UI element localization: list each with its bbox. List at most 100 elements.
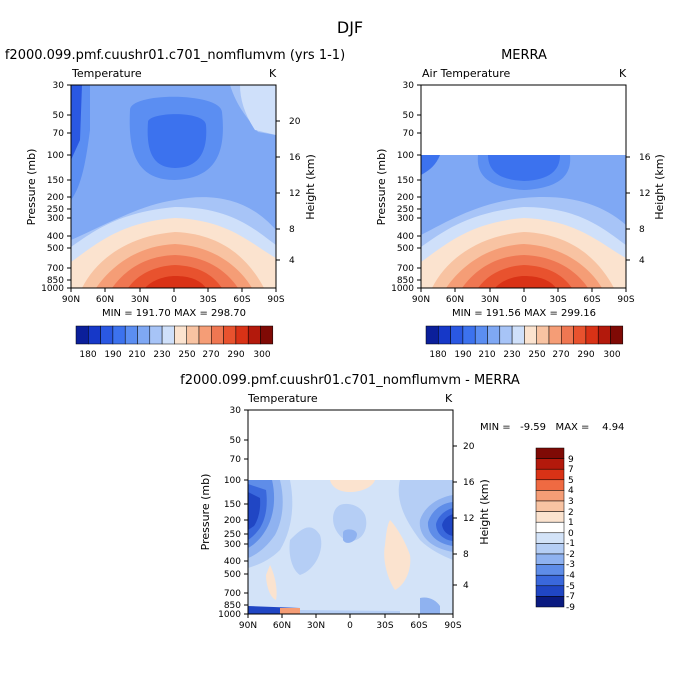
colorbar-label: 180: [429, 350, 446, 360]
xtick-label: 90S: [444, 621, 461, 631]
colorbar-label: 1: [568, 518, 574, 528]
xtick-label: 90N: [412, 295, 430, 305]
y2tick-label: 4: [639, 256, 645, 266]
fill-pole-north: [71, 85, 82, 160]
panel-model: f2000.099.pmf.cuushr01.c701_nomflumvm (y…: [5, 48, 345, 360]
ytick-label: 70: [403, 129, 415, 139]
ytick-label: 700: [47, 264, 64, 274]
xtick-label: 60N: [273, 621, 291, 631]
colorbar-label: 180: [79, 350, 96, 360]
colorbar-label: -5: [566, 582, 575, 592]
colorbar-label: -4: [566, 571, 575, 581]
fill-warm-diag: [384, 520, 411, 590]
xtick-label: 0: [521, 295, 527, 305]
panel-model-y2ticks: 20 16 12 8 4: [276, 117, 301, 266]
panel-model-xticks: 90N 60N 30N 0 30S 60S 90S: [62, 288, 285, 305]
panel-diff-var: Temperature: [247, 392, 318, 405]
y2tick-label: 4: [289, 256, 295, 266]
ytick-label: 200: [224, 516, 241, 526]
ytick-label: 400: [47, 232, 64, 242]
ytick-label: 500: [397, 244, 414, 254]
ytick-label: 200: [47, 193, 64, 203]
colorbar-label: 5: [568, 476, 574, 486]
fill-pole-north: [421, 155, 440, 175]
ytick-label: 1000: [41, 284, 64, 294]
ytick-label: 200: [397, 193, 414, 203]
fill-north-cold5: [248, 492, 261, 530]
xtick-label: 30N: [481, 295, 499, 305]
panel-model-stats: MIN = 191.70 MAX = 298.70: [102, 308, 246, 319]
ytick-label: 250: [224, 530, 241, 540]
xtick-label: 90N: [62, 295, 80, 305]
ytick-label: 300: [47, 214, 64, 224]
ytick-label: 500: [47, 244, 64, 254]
colorbar-label: -2: [566, 550, 575, 560]
xtick-label: 0: [347, 621, 353, 631]
colorbar-label: 9: [568, 455, 574, 465]
panel-diff-units: K: [445, 392, 453, 405]
colorbar-label: 3: [568, 497, 574, 507]
panel-merra: MERRA Air Temperature K 30 50 70 100 150…: [375, 48, 666, 360]
ytick-label: 150: [47, 176, 64, 186]
fill-mid-cold: [289, 527, 322, 575]
ytick-label: 50: [230, 436, 242, 446]
colorbar-label: 270: [552, 350, 569, 360]
ytick-label: 250: [397, 205, 414, 215]
fill-missing: [421, 85, 626, 155]
panel-diff-colorbar: 9 7 5 4 3 2 1 0 -1 -2 -3 -4 -5 -7 -9: [535, 447, 575, 613]
colorbar-label: -1: [566, 539, 575, 549]
colorbar-label: 190: [104, 350, 121, 360]
xtick-label: 30S: [376, 621, 393, 631]
xtick-label: 30N: [307, 621, 325, 631]
panel-diff-stats: MIN = -9.59 MAX = 4.94: [480, 422, 624, 433]
colorbar-label: 7: [568, 465, 574, 475]
ytick-label: 70: [53, 129, 65, 139]
panel-diff-title: f2000.099.pmf.cuushr01.c701_nomflumvm - …: [180, 373, 520, 388]
colorbar-label: -7: [566, 592, 575, 602]
xtick-label: 90N: [239, 621, 257, 631]
ytick-label: 850: [397, 276, 414, 286]
fill-south-light: [240, 85, 276, 135]
panel-diff-ylabel: Pressure (mb): [199, 474, 212, 551]
ytick-label: 70: [230, 455, 242, 465]
xtick-label: 60N: [96, 295, 114, 305]
ytick-label: 150: [224, 500, 241, 510]
fill-upper-colder: [488, 155, 560, 181]
panel-diff-xticks: 90N 60N 30N 0 30S 60S 90S: [239, 614, 462, 631]
panel-merra-yticks: 30 50 70 100 150 200 250 300 400 500 700…: [391, 81, 421, 294]
panel-merra-y2label: Height (km): [653, 154, 666, 220]
fill-warm6: [145, 276, 206, 288]
ytick-label: 50: [53, 111, 65, 121]
ytick-label: 300: [224, 540, 241, 550]
xtick-label: 60N: [446, 295, 464, 305]
y2tick-label: 16: [289, 153, 301, 163]
y2tick-label: 20: [463, 442, 475, 452]
ytick-label: 100: [47, 151, 64, 161]
fill-warm-low: [266, 565, 277, 600]
xtick-label: 60S: [233, 295, 250, 305]
panel-merra-colorbar: 180 190 210 230 250 270 290 300: [425, 325, 624, 360]
colorbar-label: 300: [253, 350, 270, 360]
y2tick-label: 12: [463, 514, 474, 524]
colorbar-label: 230: [153, 350, 170, 360]
xtick-label: 90S: [267, 295, 284, 305]
panel-model-contours: [71, 85, 276, 288]
ytick-label: 500: [224, 570, 241, 580]
panel-diff-y2label: Height (km): [478, 479, 491, 545]
colorbar-label: 210: [128, 350, 145, 360]
fill-eq-cold2: [343, 529, 357, 543]
colorbar-label: 2: [568, 508, 574, 518]
ytick-label: 150: [397, 176, 414, 186]
xtick-label: 0: [171, 295, 177, 305]
ytick-label: 250: [47, 205, 64, 215]
ytick-label: 1000: [391, 284, 414, 294]
xtick-label: 60S: [410, 621, 427, 631]
colorbar-label: 250: [528, 350, 545, 360]
colorbar-label: 290: [227, 350, 244, 360]
ytick-label: 700: [397, 264, 414, 274]
panel-merra-title: MERRA: [501, 48, 547, 63]
panel-merra-ylabel: Pressure (mb): [375, 149, 388, 226]
fill-warm6: [495, 276, 556, 288]
y2tick-label: 4: [463, 581, 469, 591]
